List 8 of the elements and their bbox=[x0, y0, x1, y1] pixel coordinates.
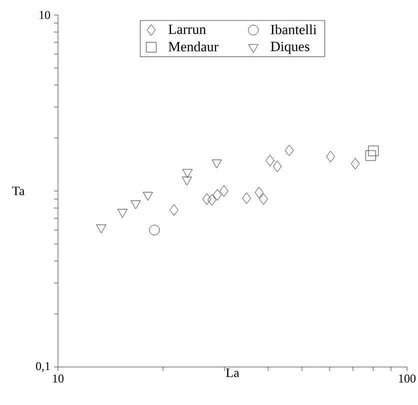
y-tick-label: 0,1 bbox=[36, 362, 50, 372]
legend-label: Mendaur bbox=[168, 42, 218, 52]
legend-label: Diques bbox=[270, 42, 310, 54]
y-axis-title: Ta bbox=[12, 186, 25, 196]
x-axis-title: La bbox=[226, 368, 240, 378]
legend-label: Larrun bbox=[168, 24, 206, 34]
x-tick-label: 100 bbox=[399, 374, 416, 383]
legend-label: Ibantelli bbox=[270, 24, 317, 34]
